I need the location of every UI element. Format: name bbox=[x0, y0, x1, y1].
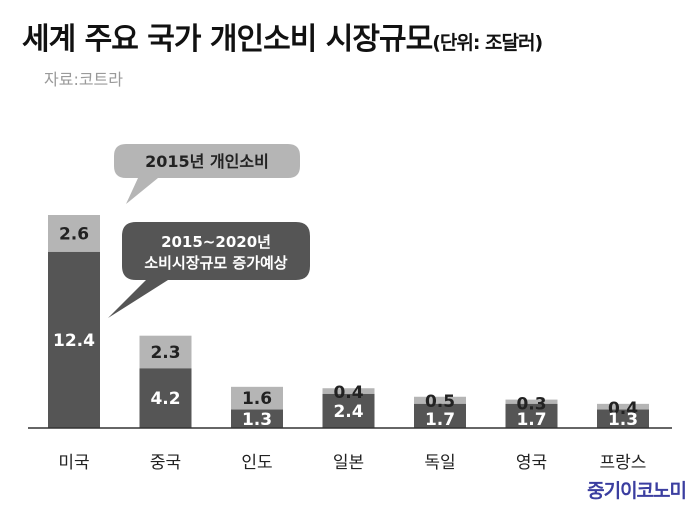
data-label-growth: 0.4 bbox=[333, 383, 363, 403]
bar-base bbox=[322, 393, 375, 428]
x-tick-label: 미국 bbox=[58, 453, 89, 473]
source-label: 자료:코트라 bbox=[44, 70, 123, 89]
data-label-growth: 0.3 bbox=[516, 395, 546, 415]
bar-growth bbox=[322, 388, 375, 394]
x-tick-label: 인도 bbox=[241, 453, 272, 473]
legend-growth-label-1: 2015~2020년 bbox=[161, 233, 271, 251]
x-tick-label: 중국 bbox=[150, 453, 181, 473]
bar-base bbox=[139, 368, 192, 428]
legend-growth-label-2: 소비시장규모 증가예상 bbox=[144, 254, 287, 272]
x-tick-label: 영국 bbox=[516, 453, 547, 473]
data-label-growth: 1.6 bbox=[242, 389, 272, 409]
bar-base bbox=[597, 409, 649, 428]
callout-bubble bbox=[108, 222, 310, 318]
data-label-growth: 2.6 bbox=[59, 224, 89, 244]
data-label-growth: 0.5 bbox=[425, 392, 455, 412]
bar-base bbox=[414, 403, 466, 428]
bar-growth bbox=[597, 403, 649, 410]
bar-base bbox=[48, 251, 100, 428]
legend-base-label: 2015년 개인소비 bbox=[145, 152, 269, 171]
legend-callout-growth: 2015~2020년 소비시장규모 증가예상 bbox=[108, 222, 310, 318]
bar-growth bbox=[48, 215, 100, 252]
data-label-growth: 2.3 bbox=[150, 343, 180, 363]
data-label-base: 1.3 bbox=[242, 410, 272, 430]
x-tick-label: 프랑스 bbox=[600, 453, 647, 473]
bars-group: 2.612.42.34.2 1.61.30.42.40.51.70.31.70.4… bbox=[48, 215, 649, 430]
data-label-base: 1.7 bbox=[516, 410, 546, 430]
bar-growth bbox=[505, 399, 558, 404]
bar-growth bbox=[231, 386, 283, 410]
data-label-base: 4.2 bbox=[150, 389, 180, 409]
chart-title: 세계 주요 국가 개인소비 시장규모(단위: 조달러) bbox=[22, 14, 543, 58]
x-tick-labels: 미국 중국 인도 일본 독일 영국 프랑스 bbox=[58, 453, 646, 473]
data-label-base: 2.4 bbox=[333, 402, 363, 422]
bar-growth bbox=[414, 396, 466, 404]
bar-base bbox=[231, 409, 283, 428]
data-label-base: 1.7 bbox=[425, 410, 455, 430]
data-label-base: 12.4 bbox=[53, 331, 95, 351]
data-label-base: 1.3 bbox=[608, 410, 638, 430]
unit-label: (단위: 조달러) bbox=[432, 32, 543, 54]
brand-logo: 중기이코노미 bbox=[587, 480, 687, 502]
chart-title-text: 세계 주요 국가 개인소비 시장규모 bbox=[22, 22, 433, 57]
data-label-growth: 0.4 bbox=[608, 399, 638, 419]
x-tick-label: 독일 bbox=[424, 453, 455, 473]
legend-callout-base: 2015년 개인소비 bbox=[114, 144, 300, 204]
bar-growth bbox=[139, 335, 192, 369]
callout-bubble bbox=[114, 144, 300, 204]
bar-base bbox=[505, 403, 558, 428]
x-tick-label: 일본 bbox=[333, 453, 364, 473]
